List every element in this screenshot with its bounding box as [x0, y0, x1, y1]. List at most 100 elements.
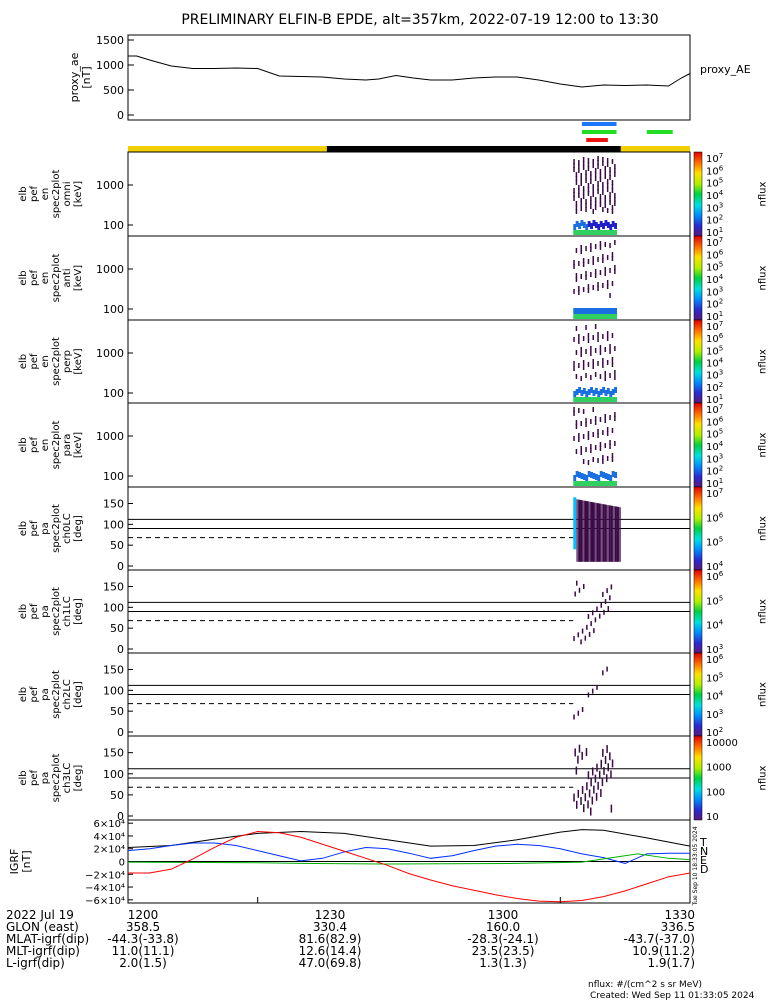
spec_anti-cell: [604, 308, 608, 314]
row-value: 160.0: [486, 920, 520, 934]
row-value: -44.3(-33.8): [107, 932, 178, 946]
spec_para-cell: [611, 457, 614, 462]
spec_para-cell: [614, 416, 616, 421]
spec_para-cell: [606, 431, 609, 436]
pa_ch0-cbar-label: 107: [706, 487, 723, 500]
spec_perp-ylabel-line: perp: [62, 350, 73, 373]
pa_ch2-cell: [581, 707, 584, 712]
ae-ylabel: proxy_ae [nT]: [68, 52, 93, 102]
spec_anti-cell: [614, 240, 616, 245]
spec_omni-cell: [599, 177, 602, 182]
spec_anti-cbar-exp: 3: [719, 285, 723, 293]
spec_anti-cell: [573, 308, 577, 314]
pa_ch3-cell: [590, 807, 592, 816]
spec_para-cell: [611, 428, 614, 433]
ae-ytick-label: 0: [117, 109, 124, 122]
spec_omni-cell: [599, 173, 602, 178]
spec_perp-cell: [602, 387, 605, 393]
spec_para-cell: [604, 473, 608, 479]
spec_para-cell: [575, 481, 579, 486]
spec_omni-cell: [590, 223, 593, 229]
spec_anti-cell: [590, 247, 592, 252]
pa_ch3-ylabel-line: spec2plot: [51, 754, 62, 803]
spec_perp-cell: [573, 337, 575, 342]
row-label-4: L-igrf(dip): [6, 956, 65, 970]
spec_perp-cell: [597, 397, 601, 402]
pa_ch2-cell: [606, 666, 608, 672]
spec_omni-ytick-label: 1000: [96, 179, 124, 192]
spec_perp-cell: [592, 335, 594, 340]
spec_omni-cell: [592, 159, 594, 164]
spec_perp-cell: [582, 360, 585, 365]
spec_perp-cell: [578, 363, 580, 368]
spec_omni-cell: [585, 174, 587, 179]
spec_omni-cell: [602, 230, 605, 235]
spec_omni-cbar-exp: 3: [719, 201, 723, 209]
spec_anti-cell: [575, 273, 578, 278]
spec_anti-ylabel-line: spec2plot: [51, 254, 62, 303]
spec_para-cell: [602, 459, 604, 464]
pa_ch3-cbar-label: 100: [706, 787, 725, 798]
pa_ch0-cell: [596, 503, 599, 562]
spec_omni-cell: [609, 200, 611, 205]
spec_anti-cell: [614, 269, 616, 274]
pa_ch1-cell: [576, 580, 578, 586]
spec_perp-cell: [580, 397, 584, 402]
pa_ch1-cell: [607, 606, 610, 612]
spec_omni-cbar-exp: 7: [719, 152, 723, 160]
spec_omni-cell: [609, 196, 611, 201]
spec_perp-ylabel-line: elb: [18, 354, 29, 369]
pa_ch3-cell: [587, 800, 589, 809]
spec_anti-ytick-label: 100: [103, 303, 124, 316]
pa_ch0-cell: [598, 503, 601, 562]
spec_perp-cell: [585, 349, 587, 354]
grf-ytick-label: 4×10⁴: [94, 832, 125, 843]
row-value: 10.9(11.2): [632, 944, 695, 958]
pa_ch1-cell: [581, 628, 584, 634]
pa_ch0-cbar-exp: 6: [719, 511, 724, 519]
spec_anti-cell: [592, 260, 594, 265]
orbit-bar-segment: [326, 146, 621, 152]
spec_omni-cell: [590, 200, 592, 205]
spec_anti-cbar-label: 107: [706, 236, 723, 249]
spec_omni-cbar-label: 104: [706, 189, 724, 202]
spec_anti-cell: [587, 284, 590, 289]
spec_para-cell: [578, 472, 581, 478]
spec_perp-cbar-unit-line: nflux: [758, 349, 769, 374]
spec_anti-cbar-exp: 1: [719, 310, 723, 318]
spec_anti-cell: [585, 314, 589, 319]
spec_anti-ylabel-line: pef: [29, 270, 40, 287]
spec_omni-cell: [606, 222, 610, 228]
ae-ytick-label: 500: [103, 84, 124, 97]
spec_para-cell: [575, 424, 578, 429]
spec_anti-cell: [609, 308, 613, 314]
spec_perp-cell: [592, 359, 594, 364]
pa_ch1-ylabel-line: pa: [40, 605, 51, 617]
pa_ch0-ytick-label: 100: [103, 518, 124, 531]
pa_ch0-cbar-unit: nflux: [758, 516, 769, 541]
spec_omni-cell: [611, 184, 614, 189]
pa_ch1-ytick-label: 0: [117, 643, 124, 656]
pa_ch1-cbar-label: 104: [706, 619, 724, 632]
ae-ytick-label: 1000: [96, 59, 124, 72]
spec_para-cell: [604, 418, 606, 423]
pa_ch0-cbar-label: 106: [706, 511, 724, 524]
spec_omni-cell: [606, 230, 610, 235]
spec_omni-cell: [614, 168, 616, 173]
pa_ch0-cell: [604, 504, 607, 562]
spec_para-cbar-exp: 3: [719, 452, 723, 460]
spec_perp-cell: [614, 387, 618, 393]
spec_anti-cell: [580, 314, 584, 319]
spec_omni-cell: [597, 189, 599, 194]
spec_para-cbar-exp: 6: [719, 415, 724, 423]
pa_ch2-cell: [587, 692, 590, 698]
ae-ytick-label: 1500: [96, 34, 124, 47]
spec_omni-ylabel-line: [keV]: [73, 181, 84, 207]
pa_ch3-ylabel-line: pef: [29, 770, 40, 787]
pa_ch0-cell: [610, 505, 613, 562]
spec_para-cell: [602, 481, 605, 486]
spec_para-cell: [578, 437, 580, 442]
spec_omni-cell: [578, 168, 580, 173]
row-value: 1.9(1.7): [647, 956, 695, 970]
spec_omni-cbar-label: 106: [706, 164, 724, 177]
